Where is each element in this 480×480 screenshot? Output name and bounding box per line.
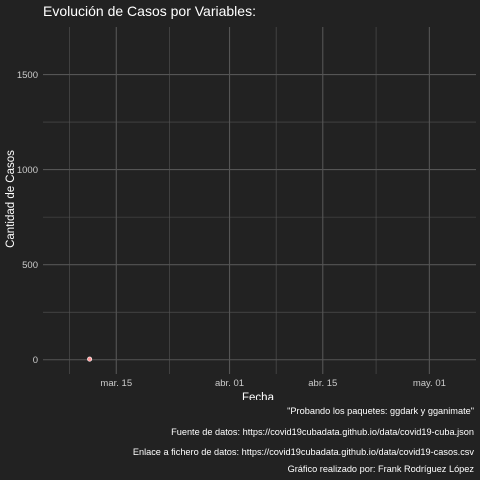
x-tick-label: abr. 01 bbox=[215, 378, 244, 389]
y-tick-label: 500 bbox=[22, 260, 38, 271]
y-tick-label: 1000 bbox=[17, 165, 38, 176]
data-point bbox=[87, 356, 93, 362]
series-layer bbox=[87, 356, 93, 362]
x-tick-label: abr. 15 bbox=[308, 378, 337, 389]
x-tick-label: mar. 15 bbox=[100, 378, 132, 389]
chart-svg: 0 500 1000 1500 mar. 15 abr. 01 abr. 15 may. 0… bbox=[5, 3, 476, 400]
caption-line-2: Fuente de datos: https://covid19cubadata… bbox=[171, 427, 474, 437]
caption-line-3: Enlace a fichero de datos: https://covid… bbox=[132, 447, 474, 457]
x-tick-labels: mar. 15 abr. 01 abr. 15 may. 01 bbox=[100, 378, 445, 389]
chart-title: Evolución de Casos por Variables: bbox=[43, 3, 256, 19]
y-axis-title: Cantidad de Casos bbox=[5, 150, 17, 248]
minor-grid bbox=[43, 27, 476, 374]
y-tick-label: 1500 bbox=[17, 70, 38, 81]
x-tick-label: may. 01 bbox=[413, 378, 446, 389]
y-tick-label: 0 bbox=[33, 355, 38, 366]
caption-line-1: "Probando los paquetes: ggdark y gganima… bbox=[287, 406, 474, 416]
major-grid bbox=[43, 27, 476, 374]
x-axis-title: Fecha bbox=[242, 392, 275, 400]
y-tick-labels: 0 500 1000 1500 bbox=[17, 70, 38, 366]
caption-line-4: Gráfico realizado por: Frank Rodríguez L… bbox=[287, 464, 474, 474]
